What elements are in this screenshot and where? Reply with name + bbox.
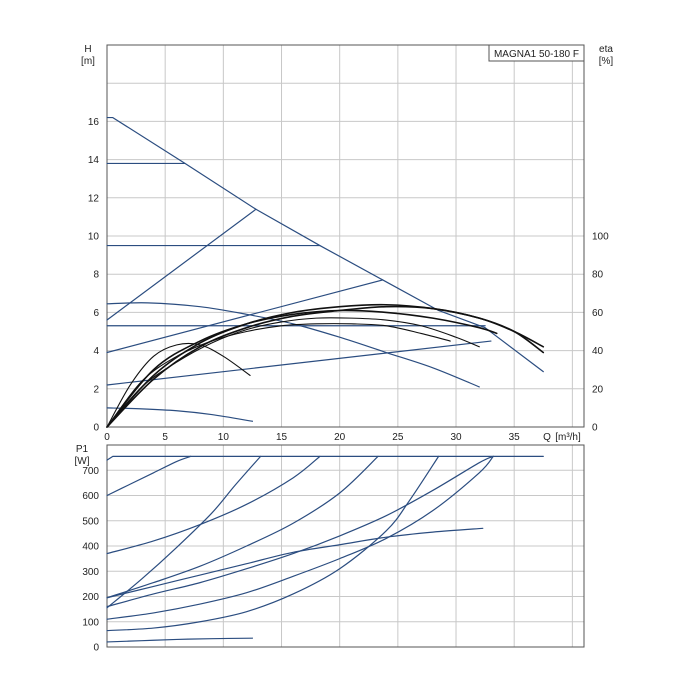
top-plot-frame xyxy=(106,44,585,428)
bottom-grid xyxy=(106,444,584,647)
efficiency-curve xyxy=(106,323,451,428)
power-curve xyxy=(106,455,494,620)
y-tick-label: 12 xyxy=(88,193,100,204)
flow-axis-label: Q xyxy=(543,432,551,443)
y2-tick-label: 100 xyxy=(592,232,609,243)
efficiency-curve xyxy=(106,303,545,428)
head-curve xyxy=(106,208,257,321)
y-tick-label: 16 xyxy=(88,117,100,128)
power-tick-label: 600 xyxy=(82,491,99,502)
x-tick-label: 0 xyxy=(104,432,110,443)
power-curve xyxy=(106,637,254,643)
head-curve xyxy=(106,116,544,373)
x-tick-label: 15 xyxy=(276,432,288,443)
flow-axis-unit: [m³/h] xyxy=(555,432,581,443)
power-curve xyxy=(106,455,440,632)
efficiency-axis-unit: [%] xyxy=(599,56,614,67)
power-panel: 0 100 200 300 400 500 600 700 P1 [W] xyxy=(75,444,585,654)
power-curve xyxy=(106,455,192,497)
head-axis-label: H xyxy=(84,44,91,55)
x-tick-label: 25 xyxy=(392,432,404,443)
y2-tick-label: 0 xyxy=(592,423,598,434)
x-tick-label: 5 xyxy=(162,432,168,443)
x-tick-label: 35 xyxy=(509,432,521,443)
x-tick-label: 30 xyxy=(450,432,462,443)
power-tick-label: 700 xyxy=(82,466,99,477)
power-axis-unit: [W] xyxy=(75,456,90,467)
efficiency-curve xyxy=(106,305,545,428)
y2-tick-label: 40 xyxy=(592,346,604,357)
top-grid xyxy=(106,45,584,427)
power-curve xyxy=(106,455,321,555)
y-tick-label: 10 xyxy=(88,232,100,243)
power-tick-label: 400 xyxy=(82,542,99,553)
y-tick-label: 8 xyxy=(93,270,99,281)
head-axis-unit: [m] xyxy=(81,56,95,67)
y-tick-label: 14 xyxy=(88,155,100,166)
y2-tick-label: 60 xyxy=(592,308,604,319)
x-tick-label: 20 xyxy=(334,432,346,443)
efficiency-curve xyxy=(106,309,498,428)
power-tick-label: 0 xyxy=(93,643,99,654)
top-y2-ticks: 0 20 40 60 80 100 xyxy=(592,232,609,434)
title-box xyxy=(488,44,585,62)
power-tick-label: 300 xyxy=(82,567,99,578)
power-curve xyxy=(106,455,262,609)
power-curve xyxy=(106,455,544,461)
top-curves xyxy=(106,116,545,428)
top-x-ticks: 0 5 10 15 20 25 30 35 xyxy=(104,432,520,443)
power-tick-label: 100 xyxy=(82,617,99,628)
x-tick-label: 10 xyxy=(218,432,230,443)
chart-title: MAGNA1 50-180 F xyxy=(494,49,579,60)
y-tick-label: 0 xyxy=(93,423,99,434)
bottom-plot-frame xyxy=(106,444,585,648)
head-curve xyxy=(106,407,254,422)
power-axis-label: P1 xyxy=(76,444,89,455)
efficiency-curve xyxy=(106,342,251,428)
power-curve xyxy=(106,455,494,608)
y2-tick-label: 80 xyxy=(592,270,604,281)
top-y-ticks: 0 2 4 6 8 10 12 14 16 xyxy=(88,117,100,434)
head-curve xyxy=(106,302,480,388)
head-efficiency-panel: 0 5 10 15 20 25 30 35 0 2 4 6 8 10 12 14 16 0 20 40 60 80 10… xyxy=(81,44,613,443)
power-curve xyxy=(106,455,379,599)
y-tick-label: 6 xyxy=(93,308,99,319)
power-curve xyxy=(106,527,484,599)
y-tick-label: 4 xyxy=(93,346,99,357)
power-tick-label: 500 xyxy=(82,516,99,527)
efficiency-axis-label: eta xyxy=(599,44,613,55)
y-tick-label: 2 xyxy=(93,384,99,395)
bottom-curves xyxy=(106,455,544,643)
head-curve xyxy=(106,340,492,386)
y2-tick-label: 20 xyxy=(592,384,604,395)
head-curve xyxy=(106,279,384,354)
power-tick-label: 200 xyxy=(82,592,99,603)
bottom-y-ticks: 0 100 200 300 400 500 600 700 xyxy=(82,466,99,654)
